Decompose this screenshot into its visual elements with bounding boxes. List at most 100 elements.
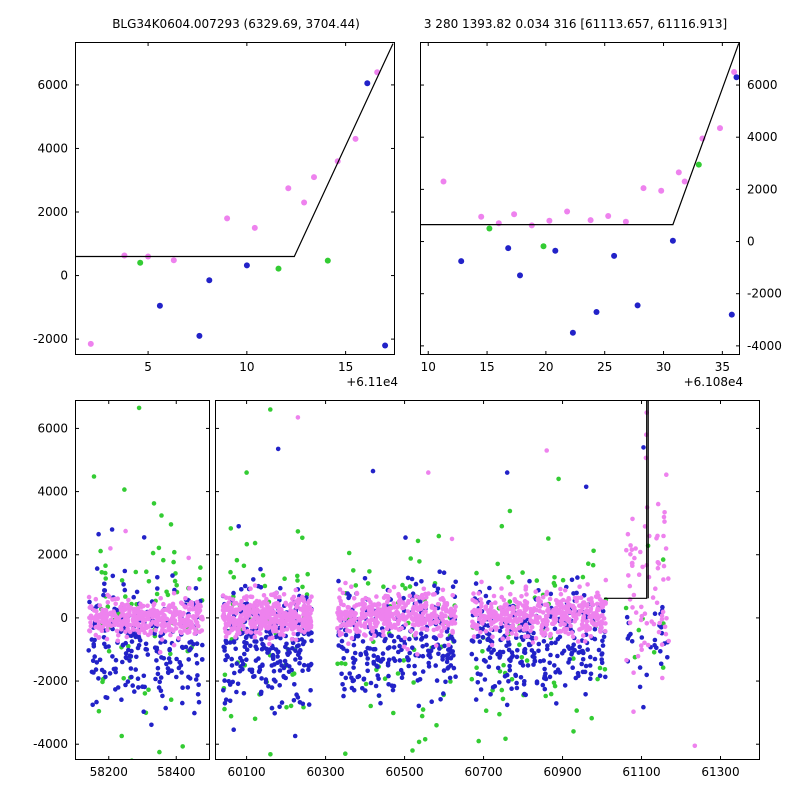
data-point xyxy=(253,658,259,663)
data-point xyxy=(474,570,479,576)
data-point xyxy=(408,556,414,561)
data-point xyxy=(412,632,418,638)
data-point xyxy=(571,591,576,596)
data-point xyxy=(251,577,256,582)
data-point xyxy=(524,658,530,663)
data-point xyxy=(92,637,97,643)
data-point xyxy=(661,514,667,520)
data-point xyxy=(279,700,285,705)
data-point xyxy=(226,612,232,618)
data-point xyxy=(349,584,354,589)
data-point xyxy=(265,650,270,655)
data-point xyxy=(490,685,496,690)
data-point xyxy=(87,599,92,605)
data-point xyxy=(437,646,442,651)
data-point xyxy=(186,674,191,680)
data-point xyxy=(194,641,200,646)
top-left-series-blue xyxy=(156,80,389,349)
data-point xyxy=(569,577,575,583)
data-point xyxy=(295,632,301,637)
data-point xyxy=(110,654,115,659)
data-point xyxy=(126,597,131,603)
data-point xyxy=(278,635,283,641)
data-point xyxy=(543,693,548,699)
data-point xyxy=(239,658,245,664)
data-point xyxy=(419,713,425,719)
bottom-right-tick-labels: 60100 60300 60500 60700 60900 61100 61300 xyxy=(228,765,740,779)
data-point xyxy=(228,569,233,575)
data-point xyxy=(123,651,129,656)
data-point xyxy=(544,448,549,453)
data-point xyxy=(338,623,344,629)
data-point xyxy=(102,618,107,624)
data-point xyxy=(99,611,104,616)
data-point xyxy=(515,648,520,653)
data-point xyxy=(510,653,515,658)
data-point xyxy=(234,557,240,563)
data-point xyxy=(159,655,164,660)
data-point xyxy=(592,626,598,632)
data-point xyxy=(103,674,108,680)
data-point xyxy=(538,659,543,664)
data-point xyxy=(108,610,114,616)
data-point xyxy=(252,540,258,546)
data-point xyxy=(509,579,515,585)
data-point xyxy=(223,630,229,635)
data-point xyxy=(152,601,157,606)
data-point xyxy=(415,605,420,610)
data-point xyxy=(632,555,637,561)
top-right-series-blue xyxy=(458,74,740,336)
data-point xyxy=(600,638,605,644)
data-point xyxy=(338,616,344,621)
data-point xyxy=(363,688,368,693)
bottom-right-cluster-pink xyxy=(624,455,671,714)
data-point xyxy=(293,587,299,593)
data-point xyxy=(127,653,133,658)
data-point xyxy=(435,601,441,607)
data-point xyxy=(519,655,525,660)
data-point xyxy=(288,703,294,709)
data-point xyxy=(264,602,270,608)
data-point xyxy=(396,593,402,599)
data-point xyxy=(603,577,609,583)
data-point xyxy=(231,727,236,732)
data-point xyxy=(547,674,553,680)
svg-text:15: 15 xyxy=(479,360,494,374)
data-point xyxy=(552,663,557,668)
data-point xyxy=(168,651,173,657)
data-point xyxy=(86,648,91,653)
data-point xyxy=(565,644,571,649)
data-point xyxy=(681,178,688,185)
data-point xyxy=(582,639,588,644)
data-point xyxy=(483,629,489,634)
data-point xyxy=(351,642,357,648)
data-point xyxy=(539,631,545,636)
axis-offset-label: +6.108e4 xyxy=(684,375,743,389)
data-point xyxy=(105,600,111,605)
bottom-left-series-green xyxy=(136,405,162,755)
top-right-series-pink xyxy=(440,69,738,229)
data-point xyxy=(572,605,577,611)
data-point xyxy=(595,676,600,682)
data-point xyxy=(522,679,527,684)
data-point xyxy=(444,629,450,634)
data-point xyxy=(656,629,662,635)
data-point xyxy=(130,626,136,632)
data-point xyxy=(146,613,152,618)
data-point xyxy=(574,616,579,621)
bottom-left-cluster-blue xyxy=(86,566,205,728)
data-point xyxy=(271,677,277,683)
data-point xyxy=(529,624,535,630)
data-point xyxy=(122,568,128,574)
data-point xyxy=(231,575,237,580)
data-point xyxy=(408,628,414,633)
data-point xyxy=(429,699,435,704)
data-point xyxy=(588,606,594,611)
data-point xyxy=(546,536,551,541)
data-point xyxy=(195,673,200,678)
data-point xyxy=(254,646,259,652)
data-point xyxy=(519,594,524,599)
data-point xyxy=(351,687,357,693)
data-point xyxy=(379,614,385,620)
data-point xyxy=(112,612,117,617)
